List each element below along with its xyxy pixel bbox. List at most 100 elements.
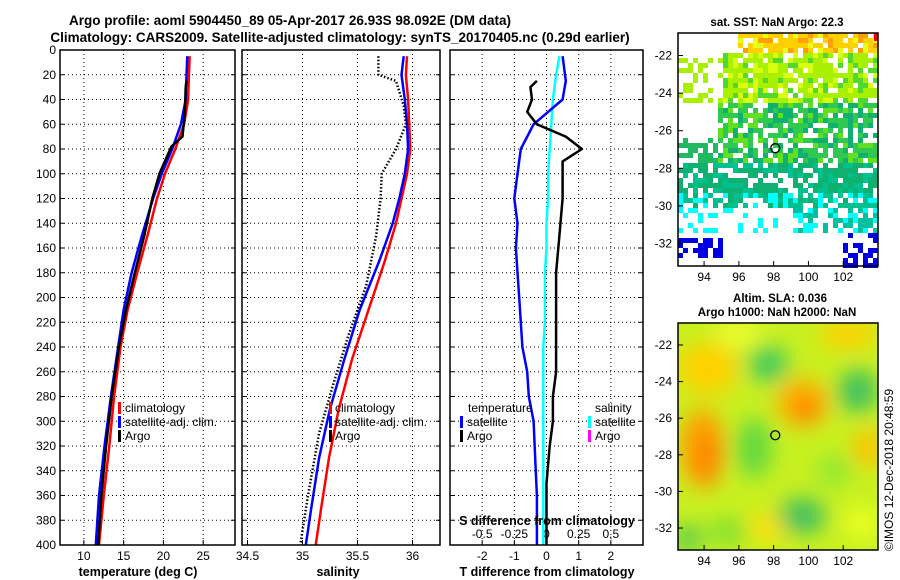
sst-cell (698, 178, 703, 183)
sst-cell (783, 103, 788, 108)
sst-cell (783, 133, 788, 138)
sst-cell (793, 123, 798, 128)
sst-cell (848, 158, 853, 163)
sst-cell (768, 68, 773, 73)
sst-cell (693, 228, 698, 233)
sst-cell (683, 98, 688, 103)
sst-cell (718, 73, 723, 78)
sst-cell (793, 58, 798, 63)
sst-cell (758, 158, 763, 163)
sst-cell (723, 203, 728, 208)
sst-cell (818, 138, 823, 143)
sst-cell (863, 143, 868, 148)
difference-xlabel: T difference from climatology (459, 565, 634, 579)
sst-cell (748, 128, 753, 133)
sst-cell (723, 63, 728, 68)
sst-cell (863, 258, 868, 263)
y-tick-label: 320 (36, 439, 56, 453)
sst-cell (768, 183, 773, 188)
sst-cell (828, 118, 833, 123)
sst-cell (688, 168, 693, 173)
sst-cell (713, 158, 718, 163)
x-tick-label: -2 (477, 549, 488, 563)
sst-cell (873, 213, 878, 218)
sst-cell (783, 83, 788, 88)
sst-cell (868, 38, 873, 43)
sst-cell (813, 73, 818, 78)
legend-temp-argo: Argo (467, 429, 493, 443)
sst-cell (848, 68, 853, 73)
sst-cell (873, 258, 878, 263)
sst-cell (763, 98, 768, 103)
sst-cell (763, 53, 768, 58)
sst-cell (693, 98, 698, 103)
sst-cell (863, 153, 868, 158)
legend-swatch-sal-satellite (588, 416, 591, 428)
sst-cell (873, 218, 878, 223)
sst-cell (778, 163, 783, 168)
sst-cell (793, 148, 798, 153)
sst-cell (753, 68, 758, 73)
series-line-salinity-satellite (542, 55, 561, 545)
sst-cell (858, 178, 863, 183)
sst-cell (848, 73, 853, 78)
sst-cell (813, 143, 818, 148)
sst-cell (803, 33, 808, 38)
sst-cell (708, 173, 713, 178)
sst-cell (788, 203, 793, 208)
sst-cell (868, 88, 873, 93)
sst-cell (823, 48, 828, 53)
sst-cell (718, 108, 723, 113)
sst-cell (773, 93, 778, 98)
sst-cell (808, 58, 813, 63)
sst-cell (718, 138, 723, 143)
sst-cell (763, 88, 768, 93)
sst-cell (773, 48, 778, 53)
sst-cell (733, 128, 738, 133)
sst-cell (758, 73, 763, 78)
sst-cell (738, 108, 743, 113)
sst-cell (738, 53, 743, 58)
sst-cell (798, 218, 803, 223)
sst-cell (868, 123, 873, 128)
sst-cell (748, 43, 753, 48)
sst-cell (803, 123, 808, 128)
sst-cell (798, 58, 803, 63)
sst-cell (818, 198, 823, 203)
sst-cell (683, 248, 688, 253)
sst-cell (728, 198, 733, 203)
sst-cell (768, 48, 773, 53)
sst-cell (838, 183, 843, 188)
sst-cell (858, 58, 863, 63)
legend-sal-argo: Argo (595, 429, 621, 443)
sst-cell (828, 123, 833, 128)
sst-cell (858, 88, 863, 93)
sst-cell (803, 158, 808, 163)
sst-cell (748, 58, 753, 63)
sst-cell (713, 168, 718, 173)
sst-cell (823, 108, 828, 113)
sst-cell (728, 103, 733, 108)
sst-cell (738, 98, 743, 103)
sst-cell (758, 78, 763, 83)
sst-cell (843, 148, 848, 153)
sst-cell (813, 163, 818, 168)
sst-cell (733, 183, 738, 188)
sst-cell (818, 43, 823, 48)
sst-cell (843, 118, 848, 123)
sst-cell (863, 73, 868, 78)
sst-cell (683, 238, 688, 243)
sst-cell (858, 158, 863, 163)
sst-cell (773, 153, 778, 158)
y-tick-label: -22 (655, 338, 673, 352)
sst-cell (773, 63, 778, 68)
sst-cell (808, 108, 813, 113)
sst-cell (828, 178, 833, 183)
sst-cell (848, 83, 853, 88)
sst-cell (678, 228, 683, 233)
sst-cell (738, 33, 743, 38)
sst-cell (818, 143, 823, 148)
sst-cell (868, 198, 873, 203)
sst-cell (768, 158, 773, 163)
sst-cell (873, 43, 878, 48)
